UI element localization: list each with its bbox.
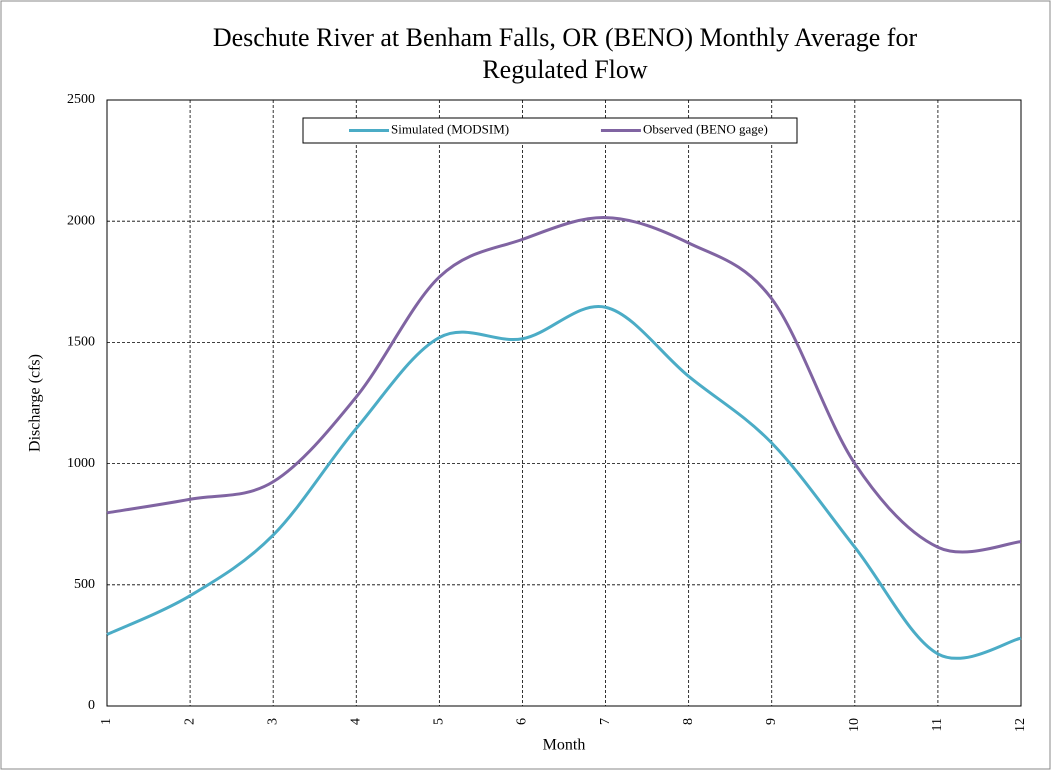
y-tick-label: 2000 bbox=[67, 213, 95, 228]
x-tick-label: 1 bbox=[99, 718, 114, 725]
legend-label: Observed (BENO gage) bbox=[643, 121, 768, 136]
x-tick-label: 8 bbox=[681, 718, 696, 725]
y-tick-label: 1500 bbox=[67, 335, 95, 350]
y-tick-label: 0 bbox=[88, 698, 95, 713]
plot-area bbox=[106, 99, 1022, 707]
x-axis-label: Month bbox=[543, 737, 586, 754]
x-tick-label: 4 bbox=[348, 718, 363, 725]
x-tick-label: 7 bbox=[598, 718, 613, 725]
x-tick-label: 11 bbox=[930, 718, 945, 731]
legend-box bbox=[302, 117, 798, 144]
x-tick-label: 10 bbox=[847, 718, 862, 732]
x-tick-label: 5 bbox=[432, 718, 447, 725]
x-tick-label: 6 bbox=[515, 718, 530, 725]
y-tick-label: 1000 bbox=[67, 456, 95, 471]
legend-label: Simulated (MODSIM) bbox=[391, 121, 509, 136]
y-tick-label: 500 bbox=[74, 577, 95, 592]
x-tick-label: 2 bbox=[182, 718, 197, 725]
y-axis-label: Discharge (cfs) bbox=[27, 354, 44, 452]
y-tick-label: 2500 bbox=[67, 92, 95, 107]
x-tick-label: 3 bbox=[265, 718, 280, 725]
x-tick-label: 9 bbox=[764, 718, 779, 725]
series-line bbox=[106, 304, 1022, 660]
x-tick-label: 12 bbox=[1013, 718, 1028, 732]
series-line bbox=[106, 216, 1022, 554]
chart-title: Deschute River at Benham Falls, OR (BENO… bbox=[212, 23, 918, 84]
